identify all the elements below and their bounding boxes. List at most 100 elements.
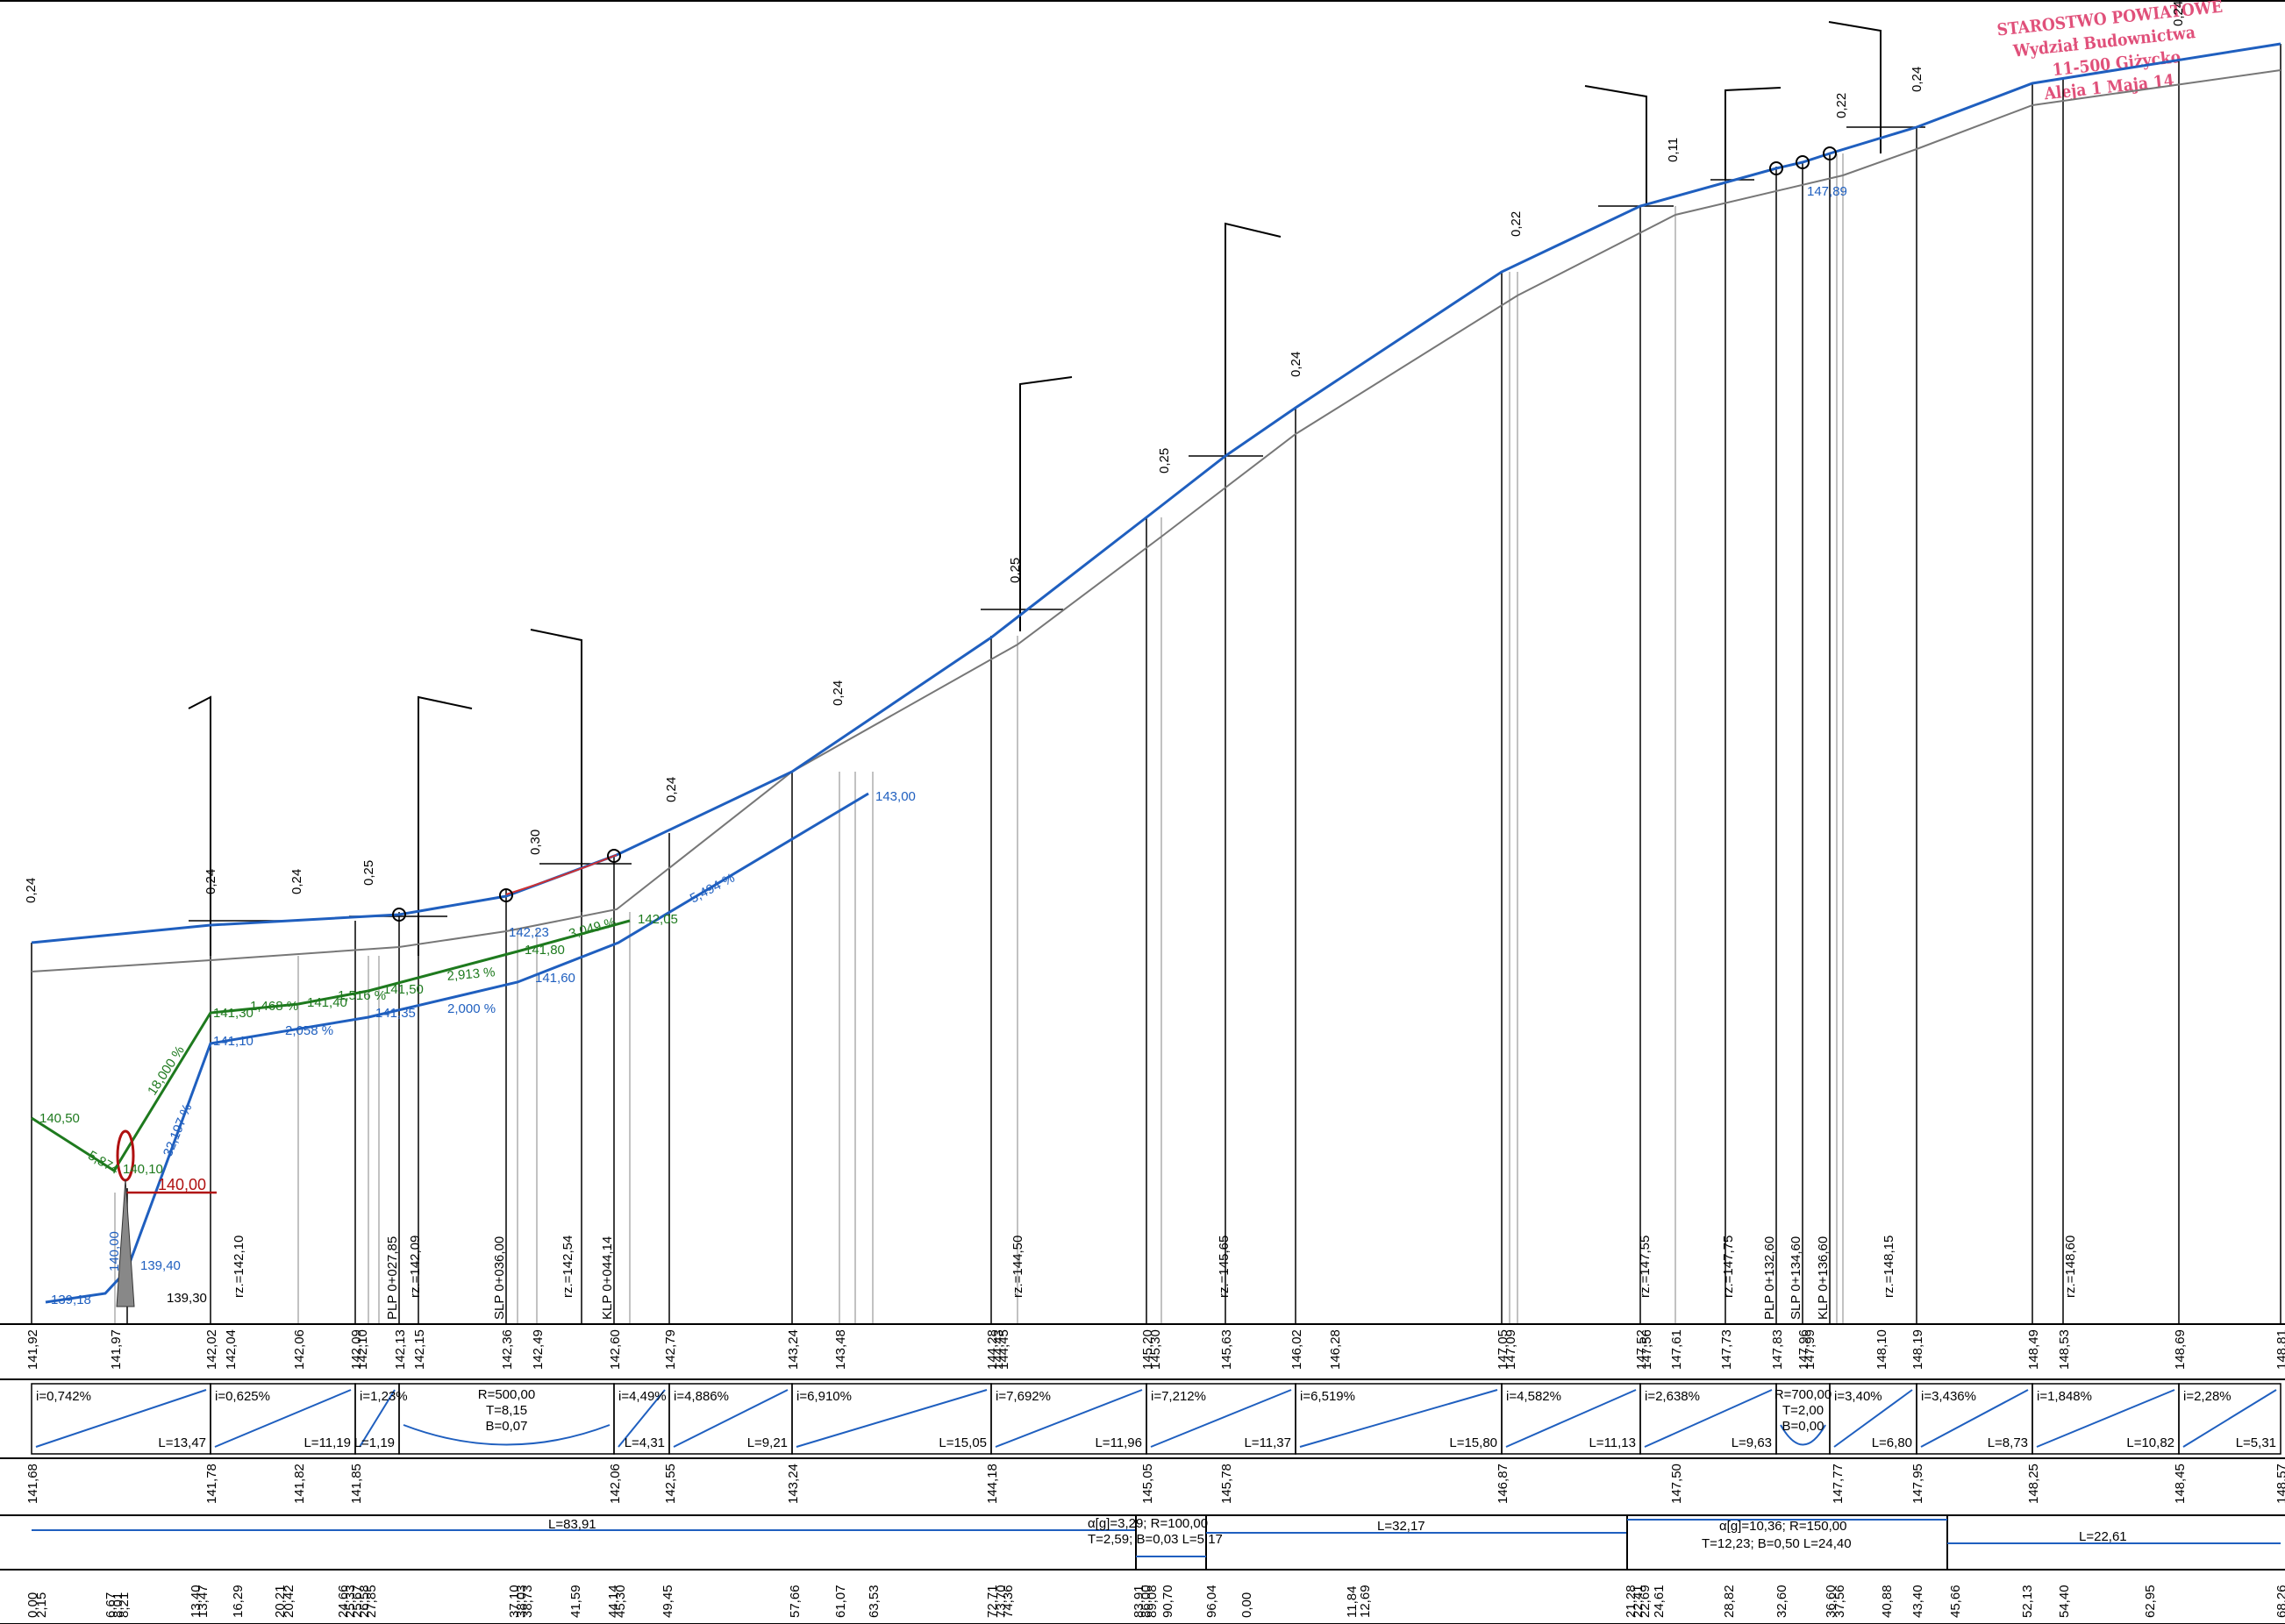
svg-text:143,00: 143,00 [875, 789, 916, 804]
distance-value: 68,26 [2274, 1585, 2285, 1618]
svg-text:141,50: 141,50 [383, 982, 424, 997]
svg-text:2,058 %: 2,058 % [285, 1023, 333, 1038]
distance-value: 49,45 [661, 1585, 675, 1618]
grade-label: i=2,28% [2183, 1389, 2231, 1404]
svg-text:L=32,17: L=32,17 [1377, 1519, 1425, 1534]
distance-value: 41,59 [568, 1585, 583, 1618]
distance-value: 25,67 [350, 1585, 365, 1618]
svg-text:139,40: 139,40 [140, 1258, 181, 1273]
distance-value: 90,70 [1160, 1585, 1175, 1618]
svg-text:2,000 %: 2,000 % [447, 1001, 496, 1016]
row2-value: 145,78 [1219, 1464, 1234, 1504]
svg-text:141,80: 141,80 [525, 943, 565, 958]
svg-text:141,40: 141,40 [307, 995, 347, 1010]
elevation-marks: 140,50 140,10 141,30 141,40 141,50 141,8… [39, 184, 1847, 1307]
svg-text:141,30: 141,30 [213, 1006, 253, 1021]
svg-text:T=2,59; B=0,03 L=5,17: T=2,59; B=0,03 L=5,17 [1088, 1532, 1223, 1547]
distance-value: 45,66 [1948, 1585, 1963, 1618]
row1-value: 146,28 [1328, 1329, 1343, 1370]
svg-text:2,913 %: 2,913 % [446, 965, 496, 984]
row2-value: 148,45 [2173, 1464, 2188, 1504]
grade-label: T=2,00 [1782, 1403, 1824, 1418]
svg-text:PLP 0+027,85: PLP 0+027,85 [385, 1236, 400, 1320]
svg-text:α[g]=10,36; R=150,00: α[g]=10,36; R=150,00 [1719, 1519, 1846, 1534]
row1-value: 147,52 [1634, 1329, 1649, 1370]
row1-value: 147,99 [1803, 1329, 1817, 1370]
distance-value: 32,60 [1774, 1585, 1789, 1618]
svg-text:141,35: 141,35 [375, 1006, 416, 1021]
row2-value: 142,55 [663, 1464, 678, 1504]
row1-value: 141,97 [109, 1329, 124, 1370]
distance-value: 83,91 [1132, 1585, 1146, 1618]
svg-text:SLP 0+134,60: SLP 0+134,60 [1789, 1236, 1803, 1320]
distance-value: 2,15 [34, 1592, 49, 1618]
grade-label: L=6,80 [1872, 1435, 1912, 1450]
svg-text:0,25: 0,25 [1157, 448, 1172, 474]
distance-value: 0,00 [25, 1592, 40, 1618]
row1-value: 142,49 [531, 1329, 546, 1370]
distance-value: 73,70 [994, 1585, 1009, 1618]
row1-value: 145,20 [1140, 1329, 1155, 1370]
distance-value: 16,29 [231, 1585, 246, 1618]
svg-text:L=22,61: L=22,61 [2079, 1529, 2127, 1544]
svg-text:140,00: 140,00 [107, 1231, 122, 1271]
row-elevations-terrain: 141,68 141,78 141,82 141,85 142,06 142,55 143,… [25, 1464, 2285, 1504]
row1-value: 145,63 [1219, 1329, 1234, 1370]
grade-label: L=15,80 [1449, 1435, 1497, 1450]
grade-label: L=1,19 [354, 1435, 395, 1450]
svg-text:141,10: 141,10 [213, 1034, 253, 1049]
distance-value: 12,69 [1358, 1585, 1373, 1618]
section-flags [188, 21, 1882, 956]
row1-value: 147,83 [1770, 1329, 1785, 1370]
svg-text:KLP 0+044,14: KLP 0+044,14 [600, 1236, 615, 1320]
row1-value: 141,92 [25, 1329, 40, 1370]
office-stamp: STAROSTWO POWIATOWE Wydział Budownictwa … [1996, 0, 2224, 103]
distance-value: 36,60 [1824, 1585, 1839, 1618]
vertical-curve-arc [505, 854, 618, 895]
grade-label: L=5,31 [2236, 1435, 2276, 1450]
svg-text:139,30: 139,30 [167, 1291, 207, 1306]
distance-value: 43,40 [1910, 1585, 1925, 1618]
distance-value: 22,41 [1631, 1585, 1646, 1618]
distance-value: 20,21 [273, 1585, 288, 1618]
distance-value: 25,33 [343, 1585, 358, 1618]
row1-value: 146,02 [1289, 1329, 1304, 1370]
svg-text:1,468 %: 1,468 % [250, 999, 298, 1014]
svg-text:0,24: 0,24 [2171, 1, 2186, 26]
grade-label: R=500,00 [478, 1387, 535, 1402]
station-labels: PLP 0+027,85 SLP 0+036,00 KLP 0+044,14 P… [385, 1236, 1831, 1320]
svg-text:5,494 %: 5,494 % [688, 871, 738, 907]
row2-value: 141,85 [349, 1464, 364, 1504]
svg-text:rz.=148,15: rz.=148,15 [1882, 1236, 1896, 1298]
svg-text:32,197 %: 32,197 % [161, 1101, 196, 1158]
grade-box [2178, 1383, 2281, 1455]
grade-label: L=13,47 [158, 1435, 206, 1450]
distance-value: 20,42 [282, 1585, 296, 1618]
svg-text:0,22: 0,22 [1509, 211, 1524, 237]
svg-text:rz.=142,54: rz.=142,54 [561, 1236, 575, 1298]
distance-value: 21,28 [1624, 1585, 1639, 1618]
distance-value: 6,67 [104, 1592, 118, 1618]
grade-label: i=1,848% [2037, 1389, 2092, 1404]
row1-value: 144,28 [985, 1329, 1000, 1370]
svg-text:-5,874: -5,874 [82, 1146, 121, 1178]
grade-label: i=7,212% [1151, 1389, 1206, 1404]
distance-value: 40,88 [1880, 1585, 1895, 1618]
distance-value: 27,85 [364, 1585, 379, 1618]
row1-value: 143,48 [833, 1329, 848, 1370]
distance-value: 44,14 [606, 1585, 621, 1618]
svg-text:3,049 %: 3,049 % [568, 915, 618, 942]
row-elevations-design: 141,92 141,97 142,02 142,04 142,06 142,09142,… [25, 1329, 2285, 1370]
distance-value: 62,95 [2143, 1585, 2158, 1618]
grade-label: R=700,00 [1774, 1387, 1832, 1402]
row1-value: 144,45 [996, 1329, 1011, 1370]
distance-value: 26,58 [357, 1585, 372, 1618]
row1-value: 148,81 [2274, 1329, 2285, 1370]
distance-value: 13,47 [196, 1585, 211, 1618]
svg-text:PLP 0+132,60: PLP 0+132,60 [1762, 1236, 1777, 1320]
row1-value: 147,96 [1796, 1329, 1811, 1370]
svg-text:SLP 0+036,00: SLP 0+036,00 [492, 1236, 507, 1320]
svg-text:α[g]=3,29; R=100,00: α[g]=3,29; R=100,00 [1088, 1516, 1208, 1531]
svg-text:rz.=145,65: rz.=145,65 [1217, 1236, 1232, 1298]
grade-label: B=0,07 [486, 1419, 528, 1434]
